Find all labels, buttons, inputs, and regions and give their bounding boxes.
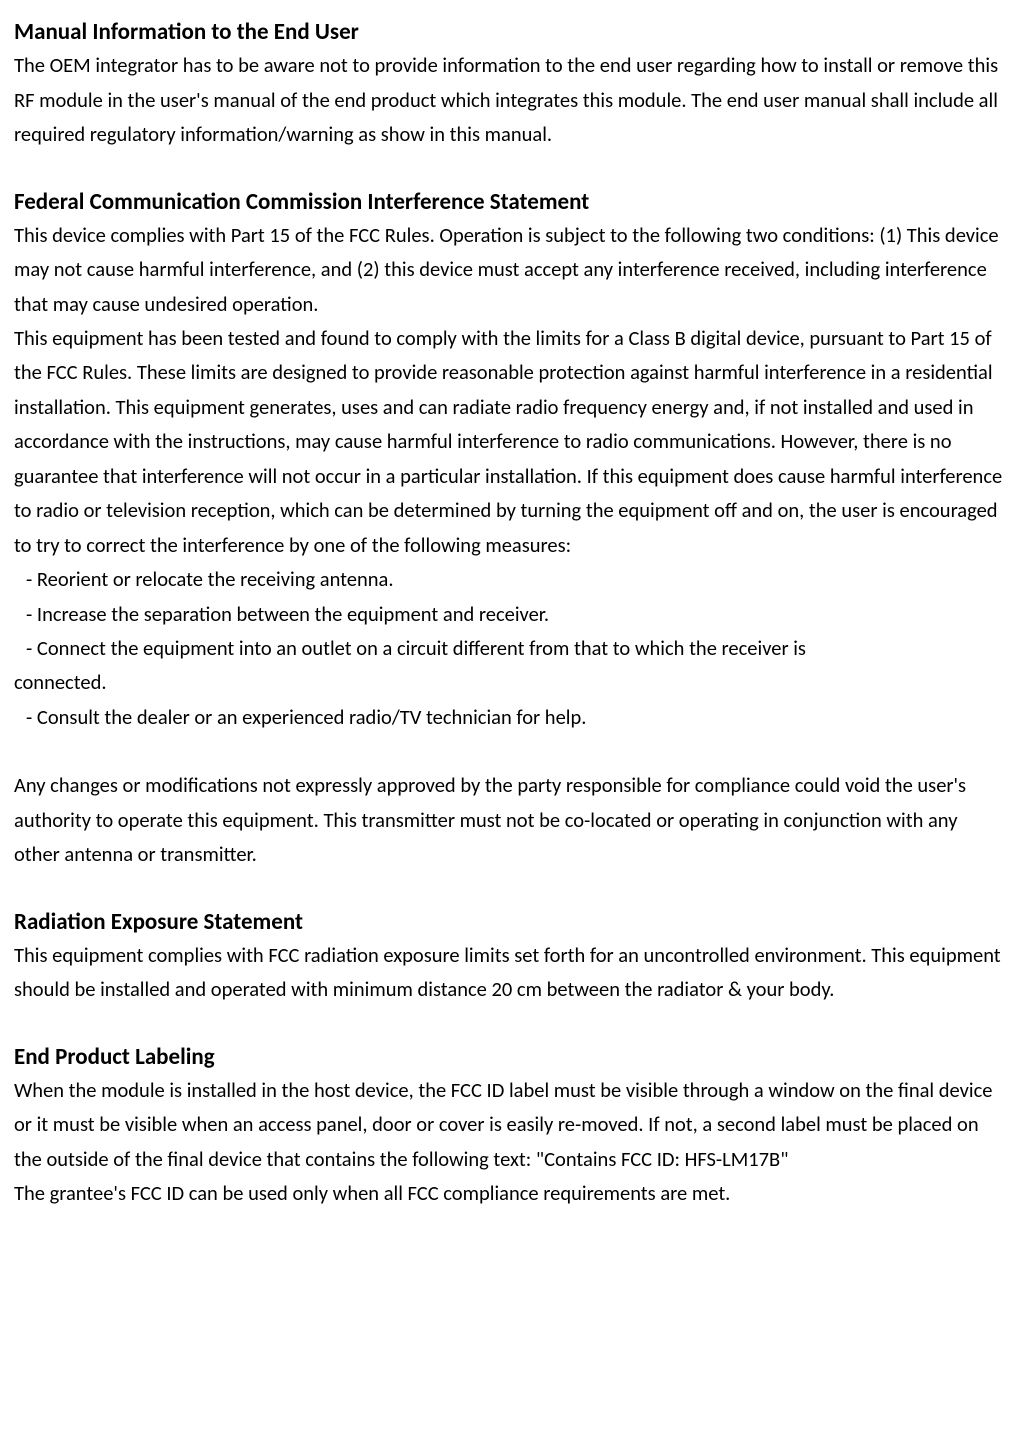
section-body-fcc-1: This device complies with Part 15 of the… (14, 218, 1005, 321)
section-body-fcc-2: This equipment has been tested and found… (14, 321, 1005, 562)
section-heading-labeling: End Product Labeling (14, 1041, 1005, 1073)
section-body-fcc-3: Any changes or modifications not express… (14, 768, 1005, 871)
fcc-measure-item-4: - Consult the dealer or an experienced r… (14, 700, 1005, 734)
section-spacer (14, 1007, 1005, 1041)
section-spacer (14, 872, 1005, 906)
section-body-labeling-2: The grantee's FCC ID can be used only wh… (14, 1176, 1005, 1210)
section-body-labeling-1: When the module is installed in the host… (14, 1073, 1005, 1176)
section-body-manual-info: The OEM integrator has to be aware not t… (14, 48, 1005, 151)
section-heading-fcc-statement: Federal Communication Commission Interfe… (14, 186, 1005, 218)
fcc-measure-item-3a: - Connect the equipment into an outlet o… (14, 631, 1005, 665)
fcc-measure-item-1: - Reorient or relocate the receiving ant… (14, 562, 1005, 596)
section-heading-manual-info: Manual Information to the End User (14, 16, 1005, 48)
fcc-measure-item-2: - Increase the separation between the eq… (14, 597, 1005, 631)
section-body-radiation: This equipment complies with FCC radiati… (14, 938, 1005, 1007)
section-heading-radiation: Radiation Exposure Statement (14, 906, 1005, 938)
fcc-measure-item-3b: connected. (14, 665, 1005, 699)
section-spacer (14, 152, 1005, 186)
section-spacer (14, 734, 1005, 768)
